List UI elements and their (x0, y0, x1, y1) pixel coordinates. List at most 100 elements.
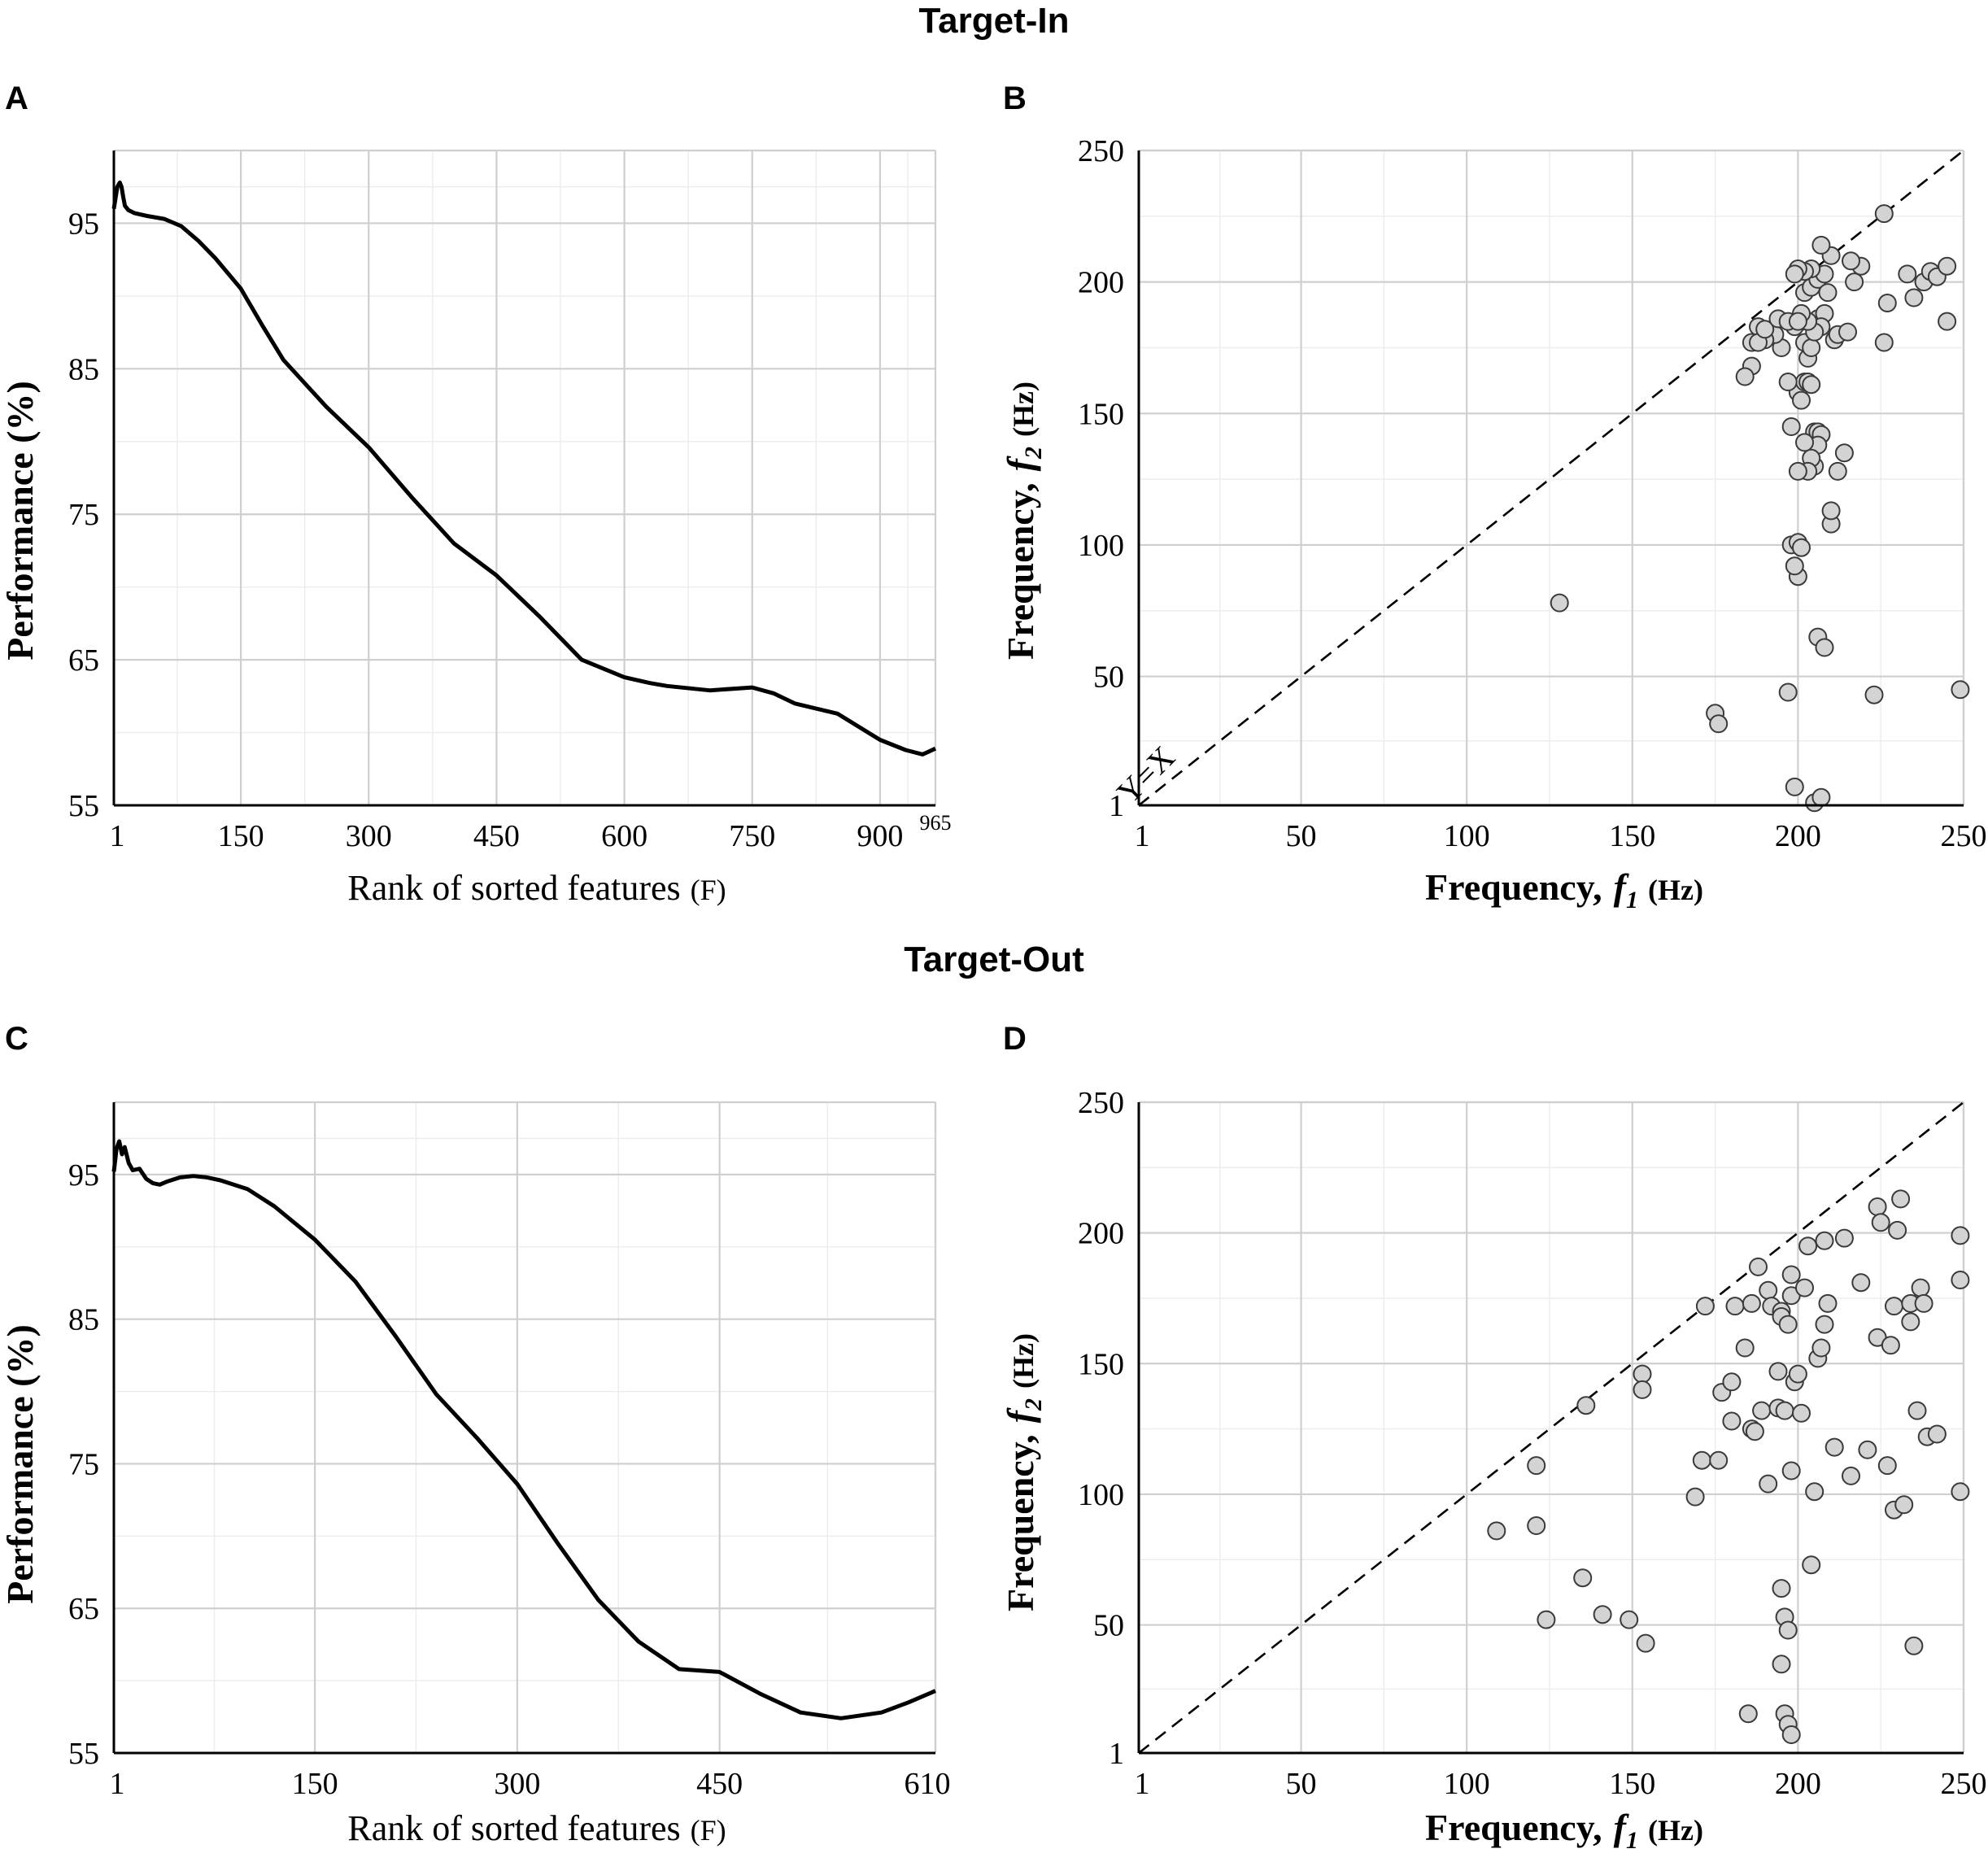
panel-d-point (1725, 1297, 1745, 1316)
panel-d-x-label-sub: 1 (1626, 1827, 1638, 1854)
panel-d-y-label-main: Frequency, (1000, 1434, 1041, 1611)
panel-d-y-label-symbol: f (1000, 1406, 1041, 1423)
panel-d-point (1778, 1315, 1798, 1334)
panel-c-y-tick-label: 55 (68, 1737, 99, 1771)
panel-b-point (1735, 367, 1755, 386)
panel-d-point (1759, 1280, 1778, 1300)
panel-d-point (1818, 1293, 1838, 1313)
panel-a-performance-chart: A 1 150 300 450 600 750 900 55 65 75 85 95 Rank of … (0, 81, 952, 908)
panel-b-point (1877, 294, 1897, 312)
panel-d-x-tick-label: 250 (1941, 1767, 1987, 1801)
panel-d-y-tick-label: 50 (1093, 1609, 1124, 1643)
panel-b-x-label-unit: (Hz) (1648, 874, 1703, 906)
panel-d-y-tick-label: 200 (1078, 1217, 1124, 1251)
panel-c-x-tick-label: 300 (494, 1767, 540, 1801)
section-title-target-out: Target-Out (904, 940, 1084, 979)
panel-d-axes (1137, 1102, 1964, 1755)
panel-b-point (1834, 443, 1854, 463)
panel-d-y-label-unit: (Hz) (1007, 1333, 1040, 1389)
panel-b-point (1838, 322, 1857, 342)
panel-letter-a: A (5, 81, 28, 116)
panel-d-y-tick-label: 250 (1078, 1086, 1124, 1120)
panel-a-series (111, 180, 937, 757)
panel-b-point (1550, 593, 1569, 613)
panel-c-x-tick-label: 150 (292, 1767, 338, 1801)
panel-d-point (1951, 1226, 1970, 1245)
panel-d-y-tick-label: 150 (1078, 1347, 1124, 1381)
panel-b-x-label-main: Frequency, (1425, 866, 1602, 908)
panel-b-y-label-unit: (Hz) (1007, 382, 1040, 437)
panel-d-point (1636, 1633, 1655, 1653)
panel-a-x-tick-label: 1 (110, 819, 125, 853)
panel-c-x-tick-label: 610 (905, 1767, 951, 1801)
panel-d-point (1738, 1704, 1758, 1724)
panel-d-point (1576, 1396, 1596, 1415)
panel-b-point (1842, 251, 1860, 271)
panel-d-x-tick-label: 50 (1286, 1767, 1317, 1801)
panel-d-point (1894, 1495, 1914, 1515)
panel-b-point (1811, 235, 1831, 255)
panel-c-x-tick-label: 1 (110, 1767, 125, 1801)
panel-b-point (1792, 538, 1811, 557)
panel-b-y-label-symbol: f (1000, 455, 1041, 471)
panel-d-point (1858, 1440, 1877, 1459)
panel-c-x-tick-label: 450 (696, 1767, 743, 1801)
panel-d-y-label-sub: 2 (1020, 1398, 1047, 1411)
panel-d-y-axis-label: Frequency, f2 (Hz) (1000, 1333, 1047, 1611)
panel-b-y-tick-label: 150 (1078, 397, 1124, 431)
panel-a-x-axis-label-unit: (F) (691, 874, 726, 906)
panel-d-point (1815, 1315, 1834, 1334)
panel-b-point (1821, 501, 1841, 521)
panel-b-point (1828, 461, 1847, 481)
panel-d-point (1537, 1610, 1556, 1629)
panel-b-point (1951, 680, 1970, 700)
panel-b-y-axis-label: Frequency, f2 (Hz) (1000, 382, 1047, 660)
panel-b-x-axis-label: Frequency, f1 (Hz) (1425, 866, 1703, 914)
panel-a-x-tick-label: 150 (218, 819, 264, 853)
panel-a-y-tick-label: 85 (68, 352, 99, 386)
panel-d-point (1692, 1450, 1711, 1470)
panel-b-y-tick-label: 200 (1078, 266, 1124, 300)
panel-b-x-tick-label: 50 (1286, 819, 1317, 853)
panel-d-point (1735, 1338, 1755, 1358)
panel-b-point (1802, 375, 1821, 395)
panel-a-x-tick-label: 300 (346, 819, 392, 853)
panel-b-point (1802, 338, 1821, 357)
panel-c-y-tick-label: 65 (68, 1592, 99, 1626)
panel-d-point (1815, 1231, 1834, 1250)
panel-b-point (1709, 714, 1729, 734)
panel-b-point (1795, 433, 1814, 452)
panel-d-x-tick-label: 150 (1609, 1767, 1655, 1801)
panel-c-x-axis-label-unit: (F) (691, 1814, 726, 1847)
panel-d-x-label-symbol: f (1614, 1807, 1630, 1848)
panel-d-point (1885, 1297, 1903, 1316)
panel-d-point (1877, 1456, 1897, 1476)
panel-b-point (1792, 390, 1811, 410)
panel-b-point (1785, 264, 1804, 284)
panel-c-grid (112, 1101, 937, 1755)
panel-c-performance-chart: C 1 150 300 450 610 55 65 75 85 95 Rank of sorted… (0, 1021, 951, 1848)
panel-d-point (1891, 1189, 1911, 1209)
panel-d-point (1868, 1197, 1887, 1216)
panel-d-point (1685, 1487, 1705, 1507)
panel-b-point (1818, 283, 1838, 303)
panel-a-ticks: 1 150 300 450 600 750 900 55 65 75 85 95 (68, 207, 903, 853)
panel-d-point (1825, 1437, 1844, 1457)
panel-b-y-tick-label: 100 (1078, 529, 1124, 563)
panel-d-point (1778, 1620, 1798, 1640)
panel-b-point (1785, 777, 1804, 796)
panel-d-point (1775, 1401, 1794, 1420)
panel-d-point (1907, 1401, 1927, 1420)
panel-a-y-tick-label: 75 (68, 498, 99, 532)
panel-b-point (1778, 682, 1798, 702)
panel-c-axes (112, 1102, 935, 1755)
panel-b-x-tick-label: 150 (1609, 819, 1655, 853)
panel-d-point (1798, 1236, 1818, 1256)
panel-d-point (1811, 1338, 1831, 1358)
panel-d-point (1781, 1725, 1801, 1744)
panel-a-x-axis-label-main: Rank of sorted features (347, 868, 680, 908)
panel-a-y-tick-label: 95 (68, 207, 99, 241)
panel-b-point (1815, 638, 1834, 657)
